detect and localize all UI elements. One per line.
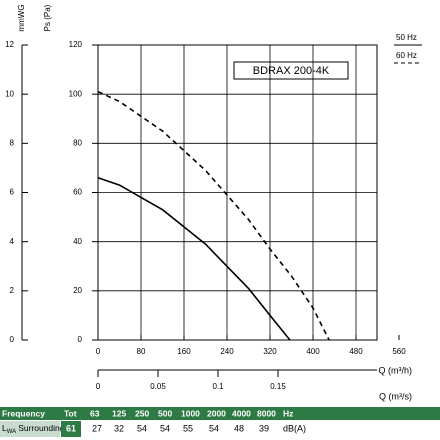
total-value: 61 [66,423,76,433]
row-label-bg [0,421,60,437]
table-value: 54 [209,423,219,433]
y2-tick-label: 6 [10,188,15,197]
x-axis-label: Q (m³/h) [379,365,413,375]
legend-label: 60 Hz [396,51,417,60]
x2-tick-label: 0 [96,382,101,391]
x-tick-label: 80 [137,347,146,356]
x2-tick-label: 0.15 [270,382,286,391]
y2-tick-label: 4 [10,237,15,246]
y2-tick-label: 2 [10,286,15,295]
y2-tick-label: 8 [10,138,15,147]
y2-tick-label: 12 [5,40,14,49]
table-header-cell: 8000 [257,408,276,418]
table-header-cell: 4000 [232,408,251,418]
y-tick-label: 60 [73,188,82,197]
row-label: LWA Surrounding [2,423,65,434]
x-tick-label: 240 [220,347,234,356]
y-axis-label: Ps (Pa) [43,4,52,31]
table-header-cell: 500 [158,408,172,418]
x2-axis-label: Q (m³/s) [379,391,412,401]
table-value: 27 [92,423,102,433]
x-tick-label: 400 [306,347,320,356]
table-value: 48 [234,423,244,433]
y-tick-label: 120 [69,40,83,49]
x-tick-label: 0 [96,347,101,356]
fan-curve [97,90,330,341]
table-header-cell: 125 [112,408,126,418]
x2-tick-label: 0.1 [212,382,224,391]
table-header-cell: 250 [135,408,149,418]
y2-tick-label: 0 [10,335,15,344]
fan-curve [97,177,291,341]
table-value: 54 [137,423,147,433]
table-unit: dB(A) [283,423,306,433]
row-label-part: Surrounding [18,423,65,433]
y-tick-label: 40 [73,237,82,246]
label-box [233,61,349,80]
table-header-cell: 63 [90,408,100,418]
table-header-cell: Frequency [2,408,45,418]
table-header-cell: Hz [283,408,293,418]
y-tick-label: 20 [73,286,82,295]
table-header-bg [0,407,440,420]
y2-tick-label: 10 [5,89,14,98]
row-label-part: WA [7,429,16,435]
legend-label: 50 Hz [396,33,417,42]
y-tick-label: 100 [69,89,83,98]
table-header-cell: 1000 [181,408,200,418]
y2-axis-label: mmWG [17,4,26,31]
x2-tick-label: 0.05 [150,382,166,391]
x-tick-label: 560 [392,347,406,356]
x-tick-label: 160 [177,347,191,356]
total-bg [61,421,81,437]
x-tick-label: 480 [349,347,363,356]
label-box-text: BDRAX 200-4K [253,65,330,77]
table-header-cell: Tot [64,408,77,418]
x-tick-label: 320 [263,347,277,356]
table-value: 32 [114,423,124,433]
y-tick-label: 80 [73,138,82,147]
table-value: 54 [160,423,170,433]
table-header-cell: 2000 [207,408,226,418]
table-value: 55 [183,423,193,433]
y-tick-label: 0 [78,335,83,344]
row-label-part: L [2,423,7,433]
table-value: 39 [259,423,269,433]
